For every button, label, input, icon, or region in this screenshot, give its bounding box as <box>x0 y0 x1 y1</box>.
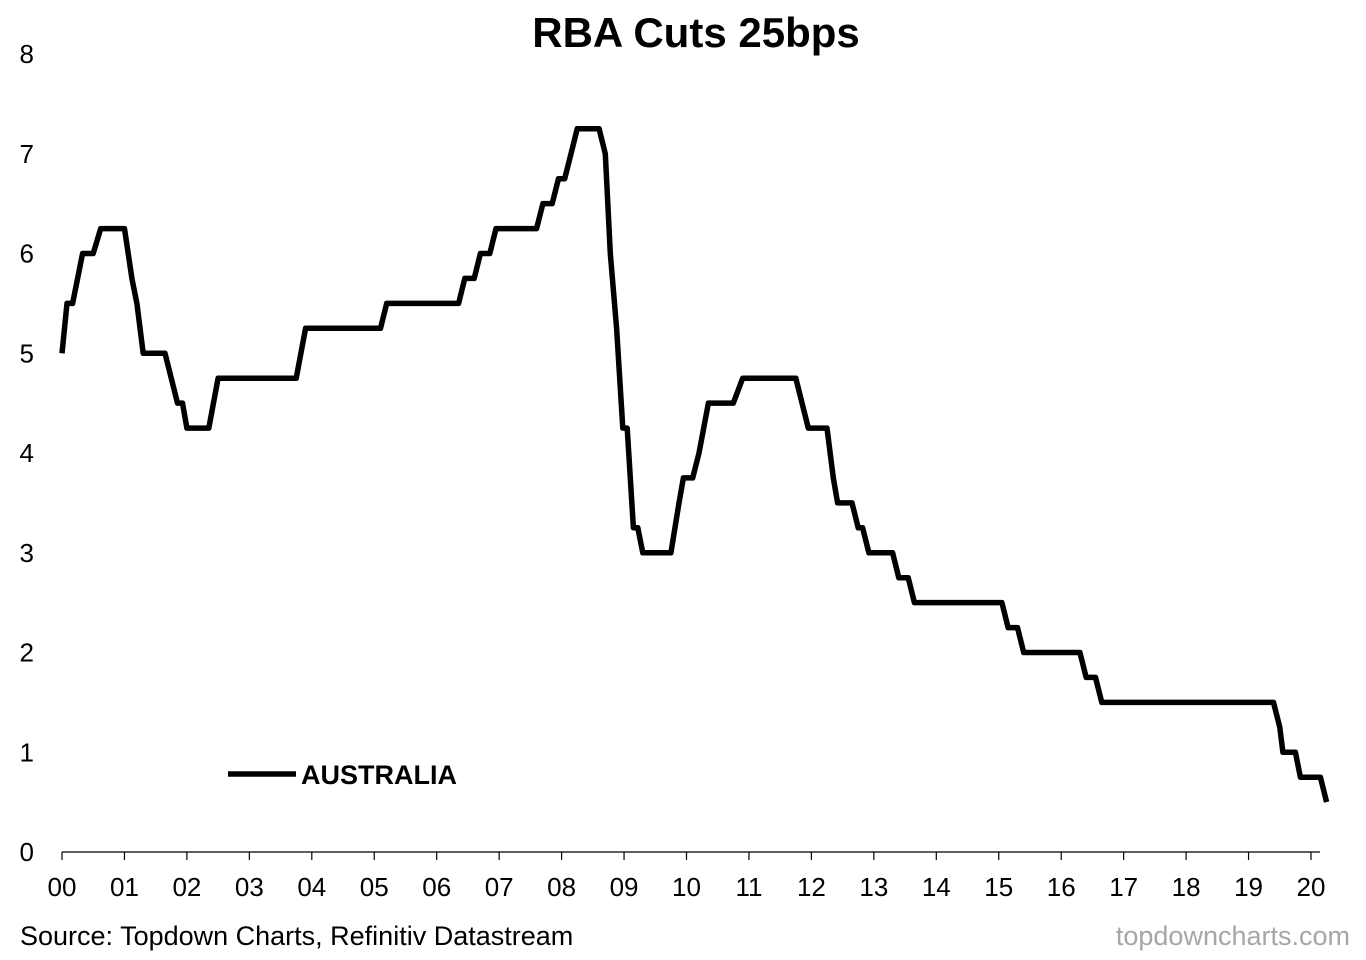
x-tick-label: 03 <box>235 872 264 902</box>
y-axis-ticks: 0 1 2 3 4 5 6 7 8 <box>20 39 34 867</box>
x-tick-label: 18 <box>1172 872 1201 902</box>
x-tick-label: 00 <box>48 872 77 902</box>
legend: AUSTRALIA <box>228 760 457 790</box>
x-tick-label: 07 <box>485 872 514 902</box>
legend-label: AUSTRALIA <box>301 760 457 790</box>
x-tick-label: 02 <box>172 872 201 902</box>
x-tick-label: 05 <box>360 872 389 902</box>
x-tick-label: 20 <box>1297 872 1326 902</box>
y-tick-label: 6 <box>20 239 34 269</box>
x-tick-label: 06 <box>422 872 451 902</box>
x-tick-label: 08 <box>547 872 576 902</box>
y-tick-label: 2 <box>20 638 34 668</box>
x-tick-label: 12 <box>797 872 826 902</box>
x-tick-label: 11 <box>735 872 762 902</box>
y-tick-label: 8 <box>20 39 34 69</box>
x-axis: 00 01 02 03 04 05 06 07 08 09 10 11 12 13 14 15 16 17 18 19… <box>48 851 1326 902</box>
y-tick-label: 1 <box>20 737 34 767</box>
x-tick-label: 16 <box>1047 872 1076 902</box>
watermark: topdowncharts.com <box>1115 921 1350 951</box>
x-tick-label: 15 <box>984 872 1013 902</box>
y-tick-label: 4 <box>20 438 34 468</box>
x-tick-label: 10 <box>672 872 701 902</box>
x-tick-label: 17 <box>1109 872 1138 902</box>
x-tick-label: 19 <box>1234 872 1263 902</box>
series-layer <box>59 126 1330 803</box>
source-note: Source: Topdown Charts, Refinitiv Datast… <box>20 921 574 951</box>
x-tick-label: 04 <box>297 872 326 902</box>
chart-title: RBA Cuts 25bps <box>532 9 860 56</box>
x-tick-label: 09 <box>610 872 639 902</box>
x-tick-label: 14 <box>922 872 951 902</box>
y-tick-label: 3 <box>20 538 34 568</box>
series-line-australia <box>59 126 1330 803</box>
y-tick-label: 0 <box>20 837 34 867</box>
x-tick-label: 13 <box>859 872 888 902</box>
y-tick-label: 5 <box>20 338 34 368</box>
y-tick-label: 7 <box>20 139 34 169</box>
x-tick-label: 01 <box>110 872 139 902</box>
